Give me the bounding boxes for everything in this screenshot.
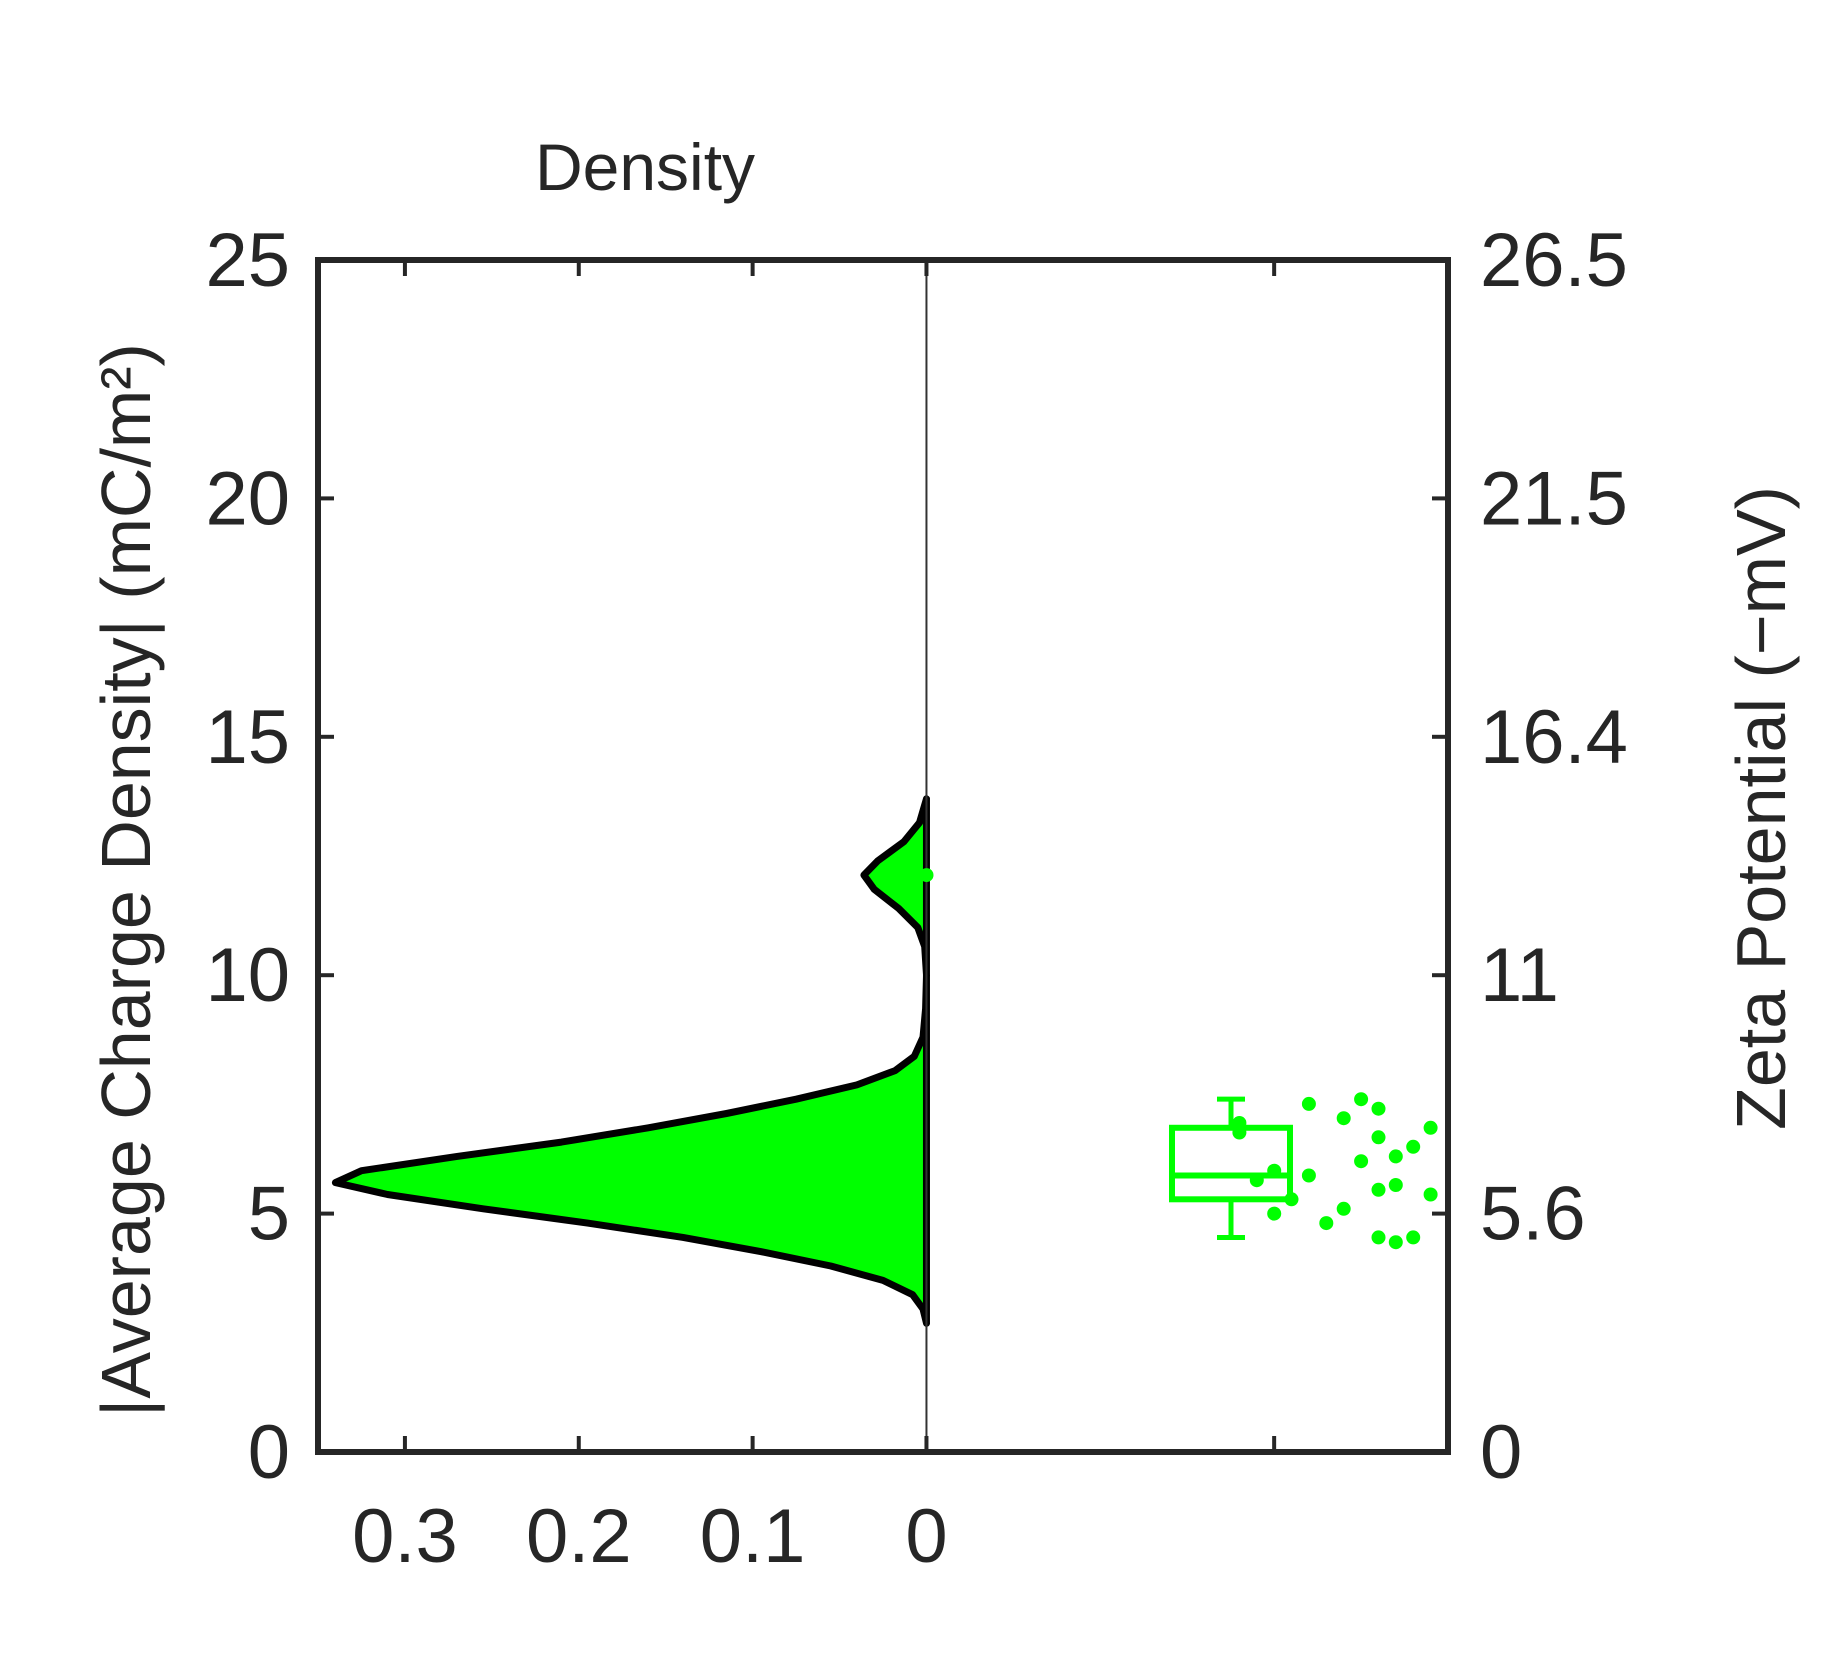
y-tick-label-left: 15 [205, 695, 290, 780]
y-tick-label-left: 0 [248, 1410, 290, 1495]
y-tick-label-left: 20 [205, 456, 290, 541]
data-point [1371, 1101, 1386, 1116]
data-point [919, 868, 934, 883]
axes-frame [315, 257, 1451, 1455]
y-tick-label-right: 5.6 [1480, 1172, 1586, 1257]
data-point [1406, 1230, 1421, 1245]
data-point [1423, 1120, 1438, 1135]
chart-title: Density [535, 130, 755, 204]
data-point [1423, 1187, 1438, 1202]
y-tick-label-left: 10 [205, 933, 290, 1018]
y-tick-label-left: 5 [248, 1172, 290, 1257]
y-tick-label-right: 21.5 [1480, 456, 1628, 541]
data-point [1336, 1111, 1351, 1126]
violin-density-shape [331, 795, 930, 1327]
right-tick-labels: 0 5.6 11 16.4 21.5 26.5 [1480, 218, 1628, 1495]
x-tick-label: 0.3 [352, 1494, 458, 1579]
data-point [1267, 1206, 1282, 1221]
boxplot-group [1169, 1096, 1293, 1240]
data-point [1319, 1216, 1334, 1231]
right-axis-label: Zeta Potential (−mV) [1722, 486, 1800, 1130]
plot-frame [315, 257, 1451, 1455]
data-point [1371, 1130, 1386, 1145]
data-point [1406, 1139, 1421, 1154]
data-point [1371, 1182, 1386, 1197]
x-tick-labels: 0.3 0.2 0.1 0 [352, 1494, 948, 1579]
y-tick-label-right: 11 [1480, 933, 1559, 1018]
x-tick-label: 0.1 [700, 1494, 806, 1579]
data-point [1371, 1230, 1386, 1245]
ticks-group [318, 258, 1448, 1454]
y-tick-label-right: 26.5 [1480, 218, 1628, 303]
data-point [1267, 1163, 1282, 1178]
y-tick-label-right: 16.4 [1480, 695, 1628, 780]
data-point [1284, 1192, 1299, 1207]
data-point [1388, 1178, 1403, 1192]
x-tick-label: 0 [905, 1494, 947, 1579]
left-tick-labels: 0 5 10 15 20 25 [205, 218, 290, 1495]
points-group [919, 868, 1438, 1250]
data-point [1354, 1154, 1369, 1169]
data-point [1388, 1235, 1403, 1250]
x-tick-label: 0.2 [526, 1494, 632, 1579]
y-tick-label-right: 0 [1480, 1410, 1522, 1495]
data-point [1249, 1173, 1264, 1188]
violin-group [331, 795, 930, 1327]
left-axis-label: |Average Charge Density| (mC/m²) [87, 343, 165, 1417]
data-point [1388, 1149, 1403, 1164]
data-point [1354, 1092, 1369, 1107]
data-point [1301, 1096, 1316, 1111]
y-tick-label-left: 25 [205, 218, 290, 303]
data-point [1336, 1201, 1351, 1216]
data-point [1232, 1125, 1247, 1140]
data-point [1301, 1168, 1316, 1183]
box-iqr [1169, 1124, 1293, 1203]
